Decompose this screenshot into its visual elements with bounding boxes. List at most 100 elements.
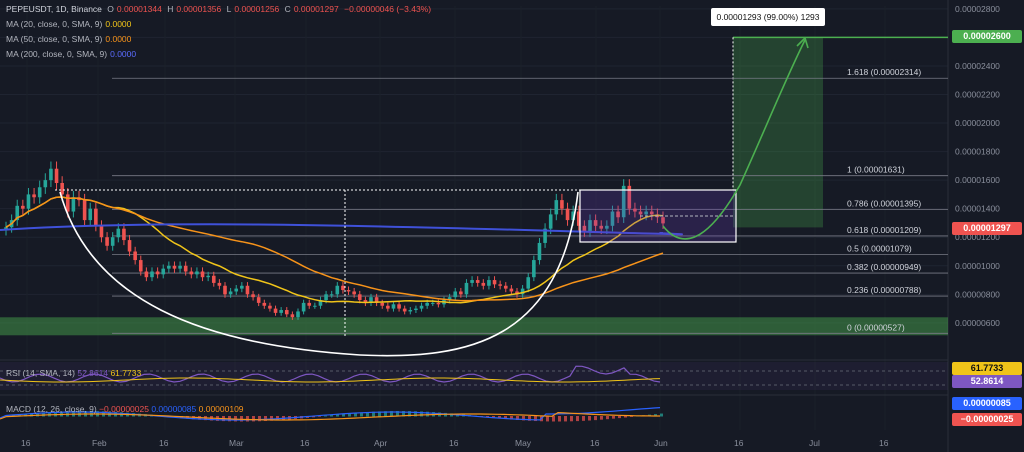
rsi-ma-line bbox=[0, 377, 661, 383]
candle-body bbox=[436, 302, 441, 305]
candle-body bbox=[329, 294, 334, 296]
macd-header[interactable]: MACD (12, 26, close, 9) −0.00000025 0.00… bbox=[6, 404, 244, 414]
macd-bar bbox=[342, 413, 345, 417]
candle-body bbox=[301, 302, 306, 312]
y-tick-label: 0.00001000 bbox=[955, 261, 1000, 271]
candle-body bbox=[453, 291, 458, 298]
candle-body bbox=[464, 282, 469, 295]
candle-body bbox=[49, 168, 53, 181]
macd-bar bbox=[588, 416, 591, 421]
candle-body bbox=[470, 280, 474, 283]
fib-level-label: 0.382 (0.00000949) bbox=[847, 262, 921, 272]
candle-body bbox=[520, 288, 525, 295]
candle-body bbox=[172, 265, 177, 269]
candle-body bbox=[638, 211, 643, 215]
macd-signal-line bbox=[0, 411, 660, 421]
candle-body bbox=[588, 220, 592, 232]
x-tick-label: Feb bbox=[92, 438, 107, 448]
macd-bar bbox=[354, 412, 357, 417]
macd-bar bbox=[402, 411, 405, 417]
candle-body bbox=[498, 284, 502, 286]
x-tick-label: 16 bbox=[590, 438, 600, 448]
candle-body bbox=[178, 265, 182, 269]
candle-body bbox=[94, 208, 98, 226]
y-tick-label: 0.00001200 bbox=[955, 232, 1000, 242]
fib-level-label: 0.5 (0.00001079) bbox=[847, 244, 912, 254]
measure-tooltip: 0.00001293 (99.00%) 1293 bbox=[711, 8, 825, 26]
macd-bar bbox=[384, 411, 387, 417]
fib-level-label: 0.618 (0.00001209) bbox=[847, 225, 921, 235]
candle-body bbox=[133, 251, 137, 261]
candle-body bbox=[313, 305, 317, 307]
x-tick-label: Jul bbox=[809, 438, 820, 448]
candle-body bbox=[503, 285, 508, 289]
candle-body bbox=[105, 237, 109, 246]
candle-body bbox=[268, 305, 272, 309]
candle-body bbox=[430, 302, 435, 304]
ma50-line bbox=[5, 196, 664, 302]
macd-bar bbox=[258, 416, 261, 422]
candle-body bbox=[127, 240, 132, 252]
candle-body bbox=[380, 302, 385, 306]
macd-bar bbox=[366, 412, 369, 417]
change-value: −0.00000046 (−3.43%) bbox=[344, 4, 432, 14]
candle-body bbox=[189, 271, 194, 275]
candle-body bbox=[60, 182, 64, 195]
y-tick-label: 0.00001400 bbox=[955, 204, 1000, 214]
macd-bar bbox=[330, 415, 333, 417]
candle-body bbox=[599, 225, 604, 229]
macd-bar bbox=[426, 411, 429, 417]
macd-bar bbox=[546, 416, 549, 422]
candle-body bbox=[324, 294, 328, 301]
macd-bar bbox=[390, 411, 393, 417]
candle-body bbox=[290, 314, 295, 318]
y-tick-label: 0.00001600 bbox=[955, 175, 1000, 185]
high-value: 0.00001356 bbox=[176, 4, 222, 14]
macd-bar bbox=[498, 416, 501, 419]
candle-body bbox=[633, 208, 637, 212]
macd-bar bbox=[318, 416, 321, 417]
candle-body bbox=[223, 285, 227, 295]
candle-body bbox=[240, 285, 244, 289]
x-tick-label: 16 bbox=[449, 438, 459, 448]
macd-bar bbox=[600, 416, 603, 420]
candle-body bbox=[155, 271, 160, 275]
fib-level-label: 0.236 (0.00000788) bbox=[847, 285, 921, 295]
macd-bar bbox=[594, 416, 597, 421]
macd-bar bbox=[360, 412, 363, 417]
candle-body bbox=[88, 208, 93, 221]
candle-body bbox=[644, 211, 648, 215]
candle-body bbox=[335, 285, 340, 295]
fib-level-label: 1.618 (0.00002314) bbox=[847, 67, 921, 77]
macd-bar bbox=[414, 411, 417, 417]
fib-level-label: 1 (0.00001631) bbox=[847, 165, 905, 175]
candle-body bbox=[251, 294, 255, 298]
ma50-legend[interactable]: MA (50, close, 0, SMA, 9) 0.0000 bbox=[6, 34, 132, 44]
candle-body bbox=[15, 205, 20, 221]
candle-body bbox=[346, 290, 351, 292]
candle-body bbox=[296, 311, 300, 318]
macd-bar bbox=[420, 411, 423, 417]
open-value: 0.00001344 bbox=[116, 4, 162, 14]
candle-body bbox=[526, 277, 531, 289]
candle-body bbox=[621, 185, 626, 218]
support-zone bbox=[0, 317, 948, 336]
candle-body bbox=[43, 180, 48, 188]
candle-body bbox=[144, 271, 149, 278]
macd-bar bbox=[336, 414, 339, 417]
ma200-legend[interactable]: MA (200, close, 0, SMA, 9) 0.0000 bbox=[6, 49, 137, 59]
rsi-header[interactable]: RSI (14, SMA, 14) 52.8614 61.7733 bbox=[6, 368, 142, 378]
macd-bar bbox=[564, 416, 567, 422]
x-tick-label: Jun bbox=[654, 438, 668, 448]
y-tick-label: 0.00002400 bbox=[955, 61, 1000, 71]
candle-body bbox=[397, 304, 401, 309]
candle-body bbox=[161, 268, 166, 275]
candle-body bbox=[110, 237, 115, 246]
ma20-legend[interactable]: MA (20, close, 0, SMA, 9) 0.0000 bbox=[6, 19, 132, 29]
candle-body bbox=[515, 291, 519, 295]
candle-body bbox=[374, 297, 379, 303]
candle-body bbox=[256, 297, 261, 303]
macd-bar bbox=[582, 416, 585, 421]
macd-bar bbox=[522, 416, 525, 421]
